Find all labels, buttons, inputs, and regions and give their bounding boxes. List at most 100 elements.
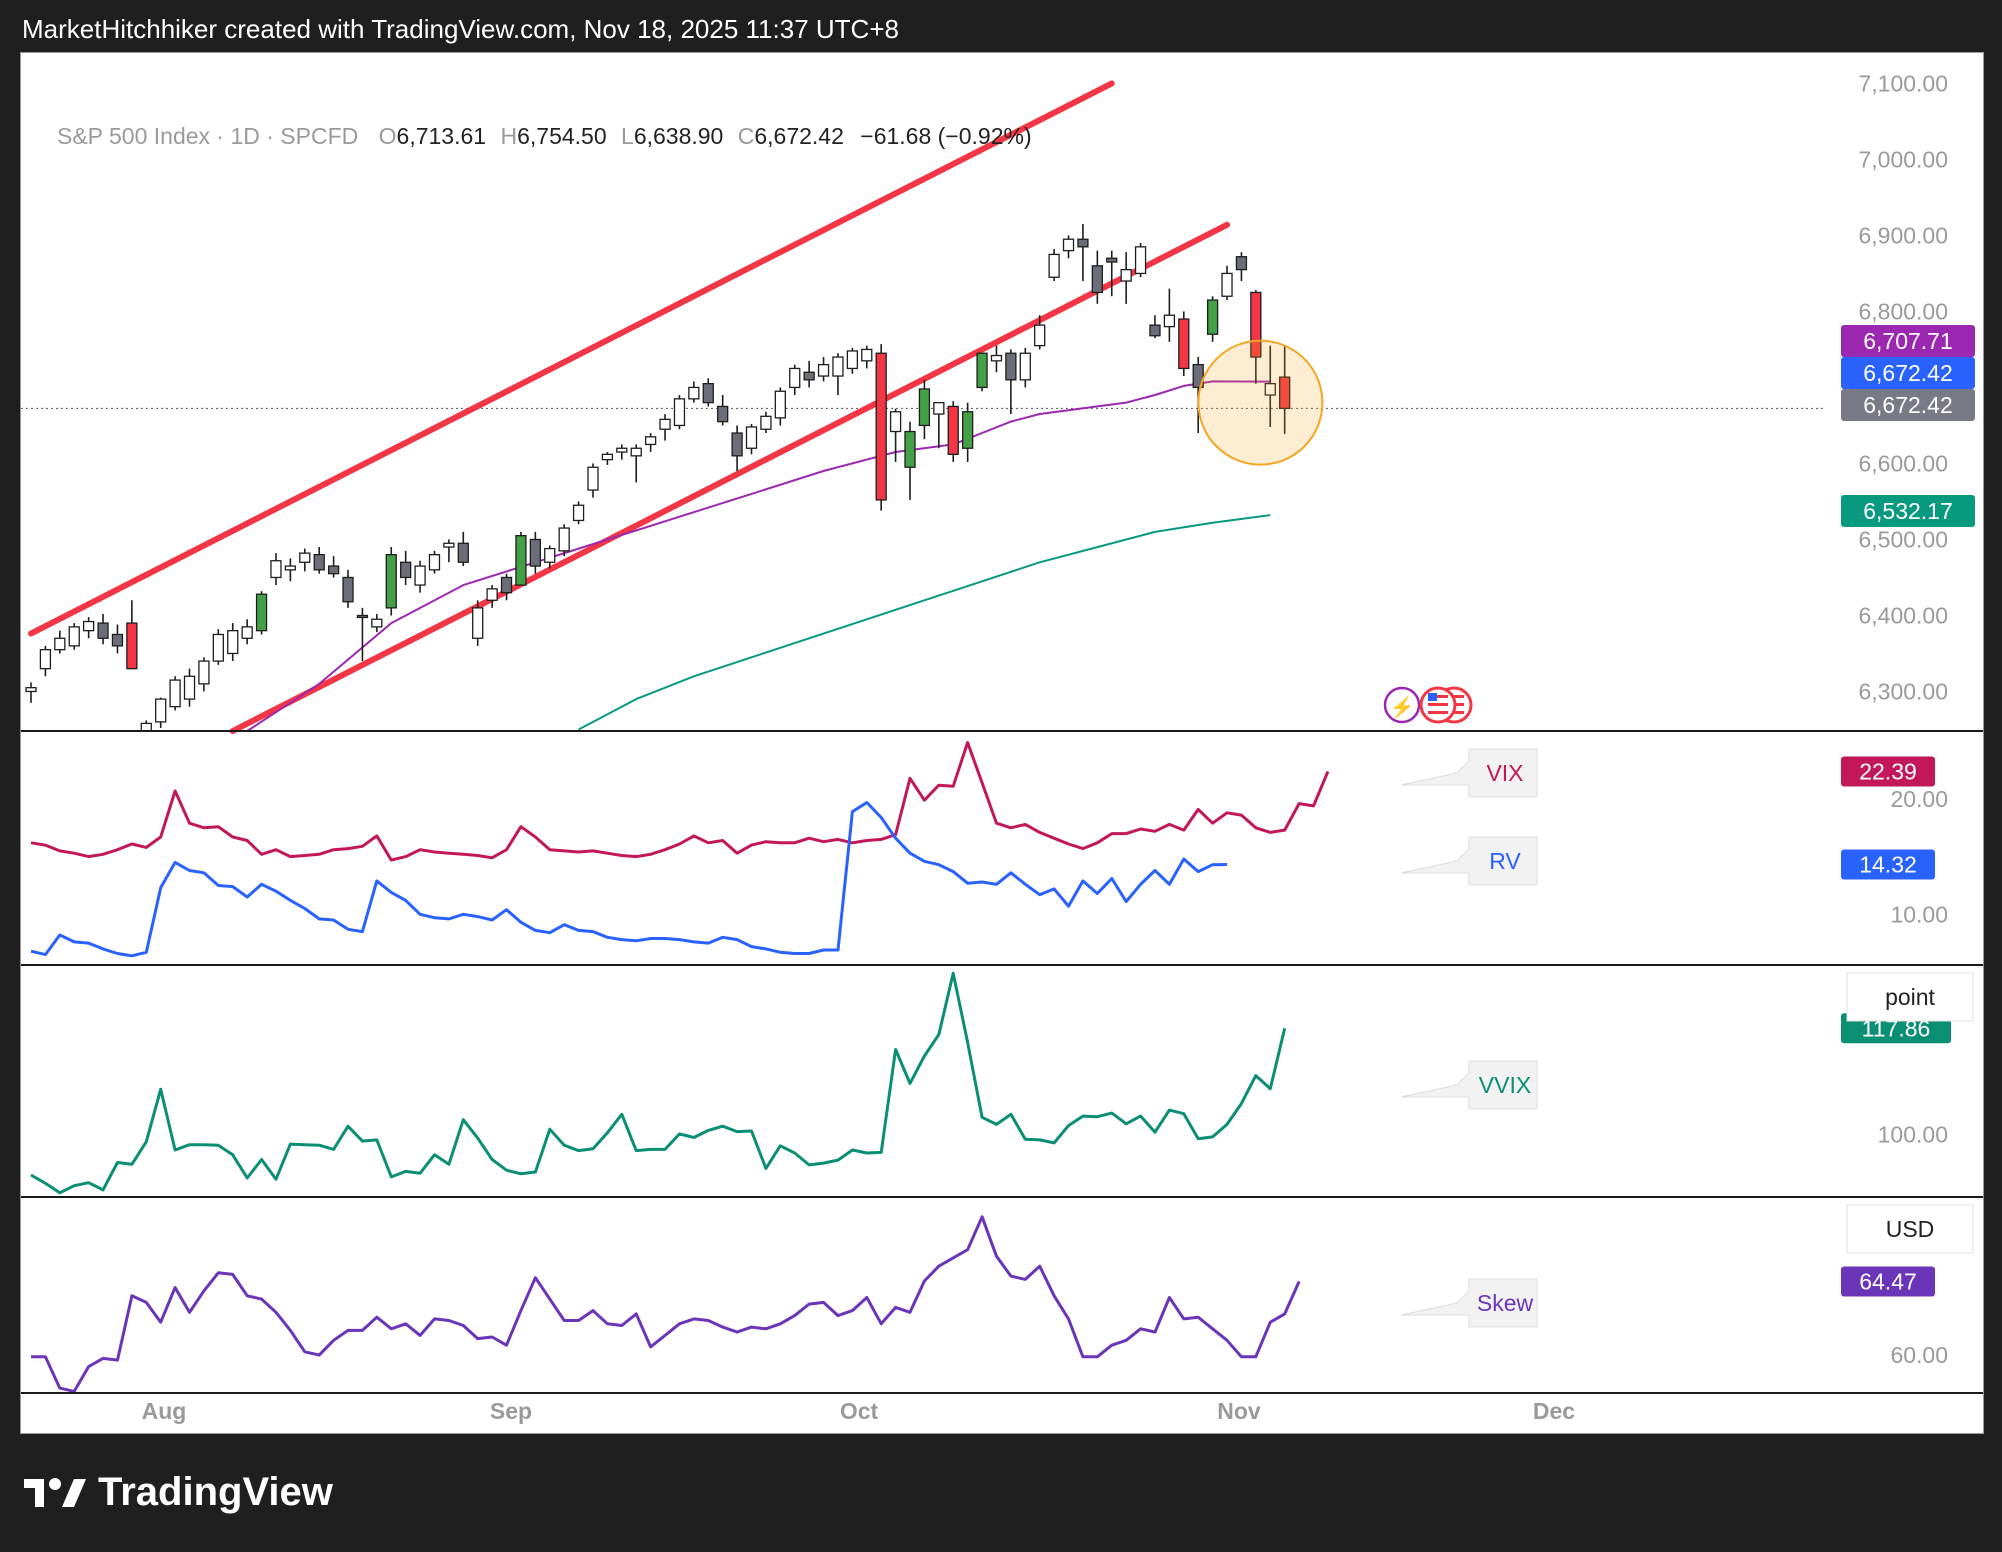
candle-body [659,418,671,430]
brand-name: TradingView [98,1470,333,1514]
candle-body [198,660,210,685]
close-label: C [737,123,755,149]
candle-body [472,607,484,639]
flag-stripe [1428,711,1448,714]
x-axis-label: Aug [142,1398,187,1424]
candle-body [183,675,196,700]
rv-value-badge: 14.32 [1859,851,1917,877]
vix-value-badge-bg [1841,756,1935,787]
candle-body [1062,238,1075,252]
candle-body [25,687,37,693]
candle-body [82,620,95,632]
channel-lower-line [229,221,1231,734]
price-tick-label: 6,600.00 [1858,450,1948,476]
candle-body [601,453,614,461]
candle-body [1250,291,1262,358]
high-label: H [500,123,518,149]
open-value: 6,713.61 [396,123,487,149]
candle-body [1163,314,1176,328]
unit-box [1846,1204,1974,1254]
candle-body [428,554,441,571]
candle-body [976,352,988,389]
candle-body [846,350,859,370]
candle-body [39,649,52,670]
ma50-value-badge: 6,707.71 [1863,328,1953,354]
close-price-badge: 6,672.42 [1863,360,1953,386]
candle-body [558,527,570,552]
candle-body [745,426,758,449]
candle-body [529,538,542,567]
candle-body [414,565,426,586]
last-price-badge: 6,672.42 [1863,392,1953,418]
ma200-value-badge-bg [1841,495,1975,527]
vvix-tag-bg [1400,1060,1538,1110]
skew-value-badge-bg [1841,1266,1935,1297]
candle-body [1221,272,1233,297]
candle-body [356,614,369,619]
candle-body [169,679,181,708]
candle-body [587,466,599,491]
skew-line [31,1215,1301,1393]
x-axis-label: Sep [490,1398,532,1424]
candle-body [1178,318,1190,370]
unit-label: point [1885,984,1935,1010]
candle-body [889,411,902,433]
skew-tag-bg [1400,1278,1538,1328]
candle-body [327,565,340,575]
candle-body [803,371,815,381]
candle-body [255,593,268,632]
candle-body [673,398,686,427]
candle-body [1005,352,1017,381]
candle-body [342,576,354,603]
candle-body [717,405,729,423]
chart-canvas[interactable]: 7,100.007,000.006,900.006,800.006,700.00… [21,53,1983,1433]
candle-body [817,363,830,377]
candle-body [1034,324,1046,347]
candle-body [789,367,801,389]
candle-body [111,633,124,647]
flag-stripe [1428,695,1448,698]
candle-body [313,554,325,571]
candle-body [284,565,297,571]
candle-body [515,535,527,586]
candle-body [1206,299,1219,335]
candle-body [1120,268,1132,282]
change-value: −61.68 (−0.92%) [860,123,1032,149]
candle-body [774,390,786,419]
indicator-tick-label: 20.00 [1890,786,1948,812]
symbol-label: S&P 500 Index · 1D · SPCFD [57,123,359,149]
candle-body [486,588,498,601]
candle-body [688,386,700,400]
x-axis-label: Oct [840,1398,879,1424]
chart-frame[interactable]: 7,100.007,000.006,900.006,800.006,700.00… [20,52,1984,1434]
candle-body [904,430,916,468]
high-value: 6,754.50 [517,123,607,149]
price-tick-label: 6,400.00 [1858,602,1948,628]
candle-body [54,637,66,651]
candle-body [385,554,397,609]
candle-body [212,633,224,662]
candle-body [731,432,743,457]
candle-body [1019,352,1031,381]
close-price-badge-bg [1841,357,1975,389]
candle-body [1279,376,1291,410]
candle-body [126,622,138,670]
tradingview-brand[interactable]: TradingView [24,1470,333,1515]
candle-body [616,447,628,453]
candle-body [1077,238,1089,248]
price-tick-label: 6,800.00 [1858,298,1948,324]
last-price-badge-bg [1841,389,1975,421]
candle-body [933,401,945,415]
candle-body [572,504,585,522]
price-tick-label: 7,100.00 [1858,70,1948,96]
ma200-value-badge: 6,532.17 [1863,498,1953,524]
candle-body [500,576,513,594]
vix-tag: VIX [1486,760,1523,786]
flag-canton [1428,693,1437,701]
candle-body [630,447,642,457]
candle-body [270,560,282,579]
candle-body [68,626,80,647]
candle-body [299,552,311,563]
indicator-tick-label: 10.00 [1890,901,1948,927]
open-label: O [378,123,397,149]
